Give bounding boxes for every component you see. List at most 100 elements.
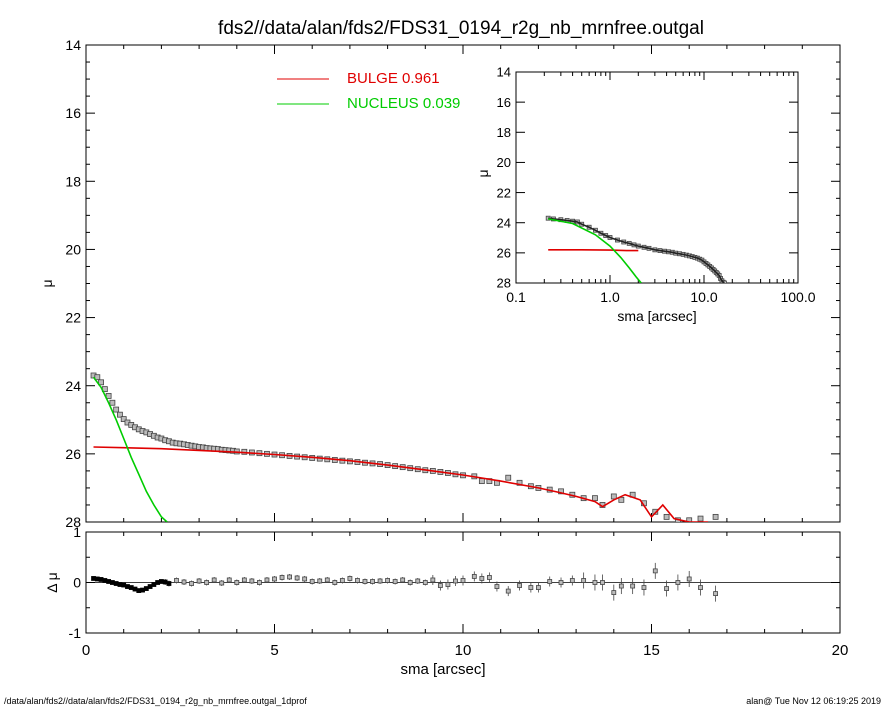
inset-y-tick-label: 18 xyxy=(497,125,511,140)
residual-y-tick-label: 0 xyxy=(73,575,81,591)
main-data-point xyxy=(697,515,704,522)
main-data-point xyxy=(516,479,523,486)
main-y-tick-label: 28 xyxy=(65,514,81,530)
residual-point xyxy=(219,580,225,586)
residual-point xyxy=(460,578,466,583)
residual-point xyxy=(471,574,477,579)
nucleus-curve xyxy=(92,376,168,522)
inset-y-tick-label: 28 xyxy=(497,276,511,291)
inset-y-tick-label: 26 xyxy=(497,246,511,261)
residual-y-axis-label: Δ μ xyxy=(44,572,60,593)
residual-x-tick-label: 10 xyxy=(455,642,472,659)
residual-point xyxy=(547,579,553,584)
residual-point xyxy=(166,581,172,586)
main-y-axis-label: μ xyxy=(39,279,55,287)
x-axis-label: sma [arcsec] xyxy=(400,661,485,678)
main-data-point xyxy=(686,517,693,522)
inset-series-group xyxy=(545,215,727,283)
chart-title: fds2//data/alan/fds2/FDS31_0194_r2g_nb_m… xyxy=(218,18,704,39)
main-y-tick-label: 16 xyxy=(65,105,81,121)
main-y-tick-label: 20 xyxy=(65,241,81,257)
residual-point xyxy=(249,578,255,584)
inset-x-tick-label: 10.0 xyxy=(690,289,717,305)
residual-point xyxy=(698,585,703,590)
main-data-point xyxy=(98,379,104,386)
residual-point xyxy=(505,588,511,594)
residual-point xyxy=(317,578,323,584)
residual-y-tick-label: -1 xyxy=(69,625,82,641)
main-y-tick-label: 22 xyxy=(65,310,81,326)
inset-y-axis-label: μ xyxy=(475,169,491,177)
residual-point xyxy=(309,579,315,584)
residual-point xyxy=(437,583,443,588)
residual-point xyxy=(189,581,194,586)
main-data-point xyxy=(94,374,101,381)
main-data-point xyxy=(663,513,670,520)
residual-point xyxy=(664,586,669,591)
residual-point xyxy=(294,575,300,581)
residual-point xyxy=(430,577,436,583)
main-data-point xyxy=(592,495,598,502)
residual-point xyxy=(332,580,338,585)
main-data-point xyxy=(618,496,625,503)
main-y-tick-label: 26 xyxy=(65,446,81,462)
footer-timestamp: alan@ Tue Nov 12 06:19:25 2019 xyxy=(746,696,881,706)
residual-point xyxy=(558,580,564,585)
inset-y-tick-label: 22 xyxy=(497,185,511,200)
legend-label-nucleus: NUCLEUS 0.039 xyxy=(347,95,460,112)
main-data-point xyxy=(478,478,485,485)
residual-point xyxy=(234,580,240,585)
residual-point xyxy=(422,580,428,585)
residual-point xyxy=(272,576,277,582)
main-data-point xyxy=(558,488,564,495)
main-panel: 14 16 18 20 22 24 26 28 μ BULGE 0.961 NUCLEUS 0.03… xyxy=(39,37,841,530)
inset-x-axis-label: sma [arcsec] xyxy=(617,308,696,324)
residual-point xyxy=(181,579,187,585)
residual-point xyxy=(400,577,406,583)
residual-point xyxy=(339,578,345,583)
residual-point xyxy=(641,585,647,590)
inset-data-line xyxy=(548,217,725,283)
inset-x-tick-label: 0.1 xyxy=(506,289,526,305)
inset-panel: 14 16 18 20 22 24 26 280.1 1.0 10.0 100.0 sma [arcs… xyxy=(475,65,816,324)
residual-point xyxy=(174,578,179,583)
residual-point xyxy=(324,577,330,583)
residual-point xyxy=(675,580,681,585)
main-y-tick-label: 24 xyxy=(65,378,81,394)
residual-point xyxy=(453,578,458,584)
main-data-point xyxy=(610,493,617,500)
residual-point xyxy=(257,580,262,585)
main-data-point xyxy=(117,411,123,418)
main-y-tick-label: 18 xyxy=(65,173,81,189)
residual-point xyxy=(713,591,718,597)
inset-data-point xyxy=(722,280,727,283)
residual-point xyxy=(264,577,270,583)
inset-y-tick-label: 14 xyxy=(497,65,511,80)
residual-point xyxy=(486,575,492,580)
residual-point xyxy=(630,583,636,589)
inset-y-tick-label: 16 xyxy=(497,95,511,110)
main-data-point xyxy=(712,513,719,520)
residual-point xyxy=(347,576,353,581)
inset-y-tick-label: 20 xyxy=(497,155,511,170)
residual-point xyxy=(528,585,534,590)
residual-y-tick-label: 1 xyxy=(73,524,81,540)
residual-x-tick-label: 15 xyxy=(643,642,660,659)
residual-point xyxy=(494,584,500,589)
inset-nucleus-curve xyxy=(548,218,642,283)
residual-point xyxy=(241,577,247,583)
residual-point xyxy=(536,585,541,590)
residual-x-tick-label: 5 xyxy=(270,642,278,659)
residual-point xyxy=(618,583,624,589)
main-data-point xyxy=(109,399,116,406)
footer-file-path: /data/alan/fds2//data/alan/fds2/FDS31_01… xyxy=(4,696,307,706)
residual-point xyxy=(652,568,658,574)
residual-point xyxy=(569,578,575,583)
inset-x-tick-label: 1.0 xyxy=(600,289,620,305)
residual-point xyxy=(355,578,360,583)
residual-point xyxy=(600,580,605,585)
residual-point xyxy=(392,579,398,584)
legend-label-bulge: BULGE 0.961 xyxy=(347,70,440,87)
